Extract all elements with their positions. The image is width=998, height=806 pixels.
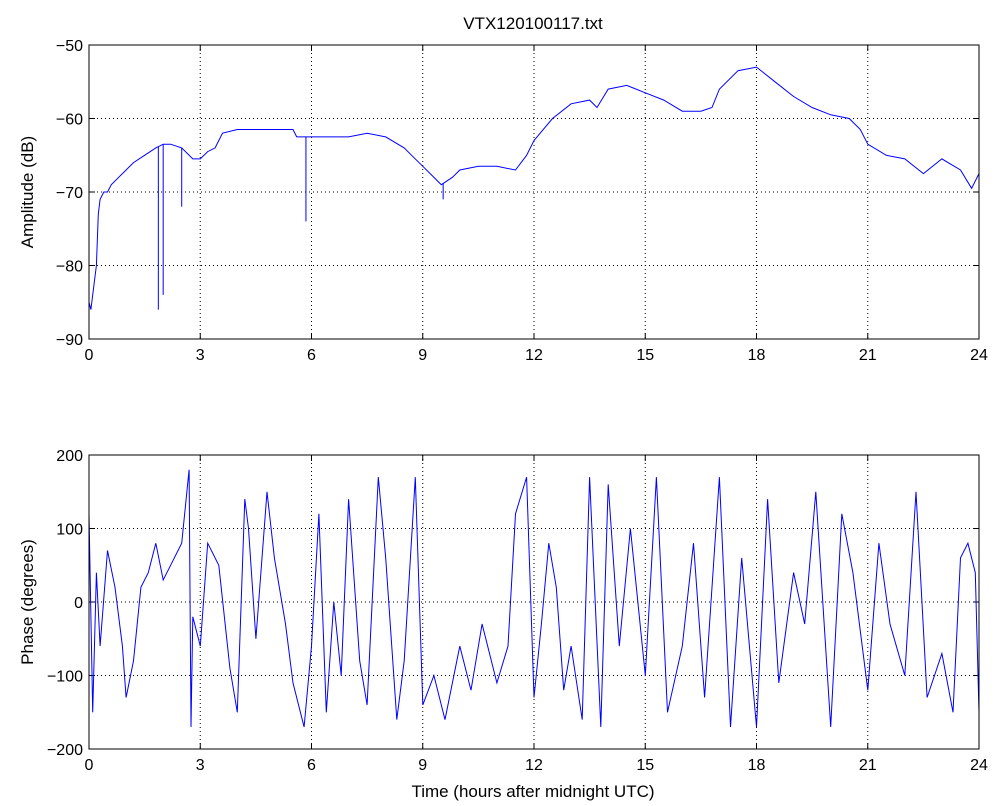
x-tick-label: 12 <box>525 757 543 774</box>
x-tick-label: 0 <box>85 757 94 774</box>
x-tick-label: 18 <box>748 347 766 364</box>
bottom-x-tick-labels: 0 3 6 9 12 15 18 21 24 <box>85 757 988 774</box>
x-tick-label: 24 <box>970 347 988 364</box>
bottom-axes-frame <box>88 454 980 750</box>
y-tick-label: 200 <box>56 448 83 465</box>
x-tick-label: 0 <box>85 347 94 364</box>
bottom-panel: 0 3 6 9 12 15 18 21 24 −200 −100 0 100 200 Phase (de… <box>18 448 988 801</box>
y-tick-label: −90 <box>56 332 83 349</box>
y-tick-label: −60 <box>56 112 83 129</box>
bottom-grid <box>89 455 979 749</box>
y-tick-label: −50 <box>56 38 83 55</box>
top-chart-title: VTX120100117.txt <box>463 14 603 33</box>
y-tick-label: 0 <box>74 595 83 612</box>
top-x-tick-labels: 0 3 6 9 12 15 18 21 24 <box>85 347 988 364</box>
series-line <box>88 469 980 728</box>
x-tick-label: 9 <box>418 347 427 364</box>
x-tick-label: 24 <box>970 757 988 774</box>
x-tick-label: 6 <box>307 757 316 774</box>
y-tick-label: −100 <box>47 669 83 686</box>
bottom-x-axis-label: Time (hours after midnight UTC) <box>411 782 654 801</box>
bottom-y-axis-label: Phase (degrees) <box>18 539 37 665</box>
bottom-series-group <box>88 469 980 728</box>
bottom-y-tick-labels: −200 −100 0 100 200 <box>47 448 83 759</box>
x-tick-label: 3 <box>196 347 205 364</box>
top-series-group <box>88 66 980 310</box>
top-axes-frame <box>88 44 980 340</box>
x-tick-label: 18 <box>748 757 766 774</box>
x-tick-label: 15 <box>636 757 654 774</box>
x-tick-label: 6 <box>307 347 316 364</box>
top-y-axis-label: Amplitude (dB) <box>18 136 37 248</box>
x-tick-label: 12 <box>525 347 543 364</box>
series-line <box>88 66 980 310</box>
y-tick-label: 100 <box>56 522 83 539</box>
x-tick-label: 21 <box>859 347 877 364</box>
x-tick-label: 3 <box>196 757 205 774</box>
x-tick-label: 9 <box>418 757 427 774</box>
x-tick-label: 21 <box>859 757 877 774</box>
y-tick-label: −200 <box>47 742 83 759</box>
y-tick-label: −80 <box>56 259 83 276</box>
top-grid <box>89 45 979 339</box>
y-tick-label: −70 <box>56 185 83 202</box>
x-tick-label: 15 <box>636 347 654 364</box>
top-y-tick-labels: −90 −80 −70 −60 −50 <box>56 38 83 349</box>
top-panel: VTX120100117.txt 0 3 6 9 12 15 18 21 24 −90 −80 −7… <box>18 14 988 364</box>
